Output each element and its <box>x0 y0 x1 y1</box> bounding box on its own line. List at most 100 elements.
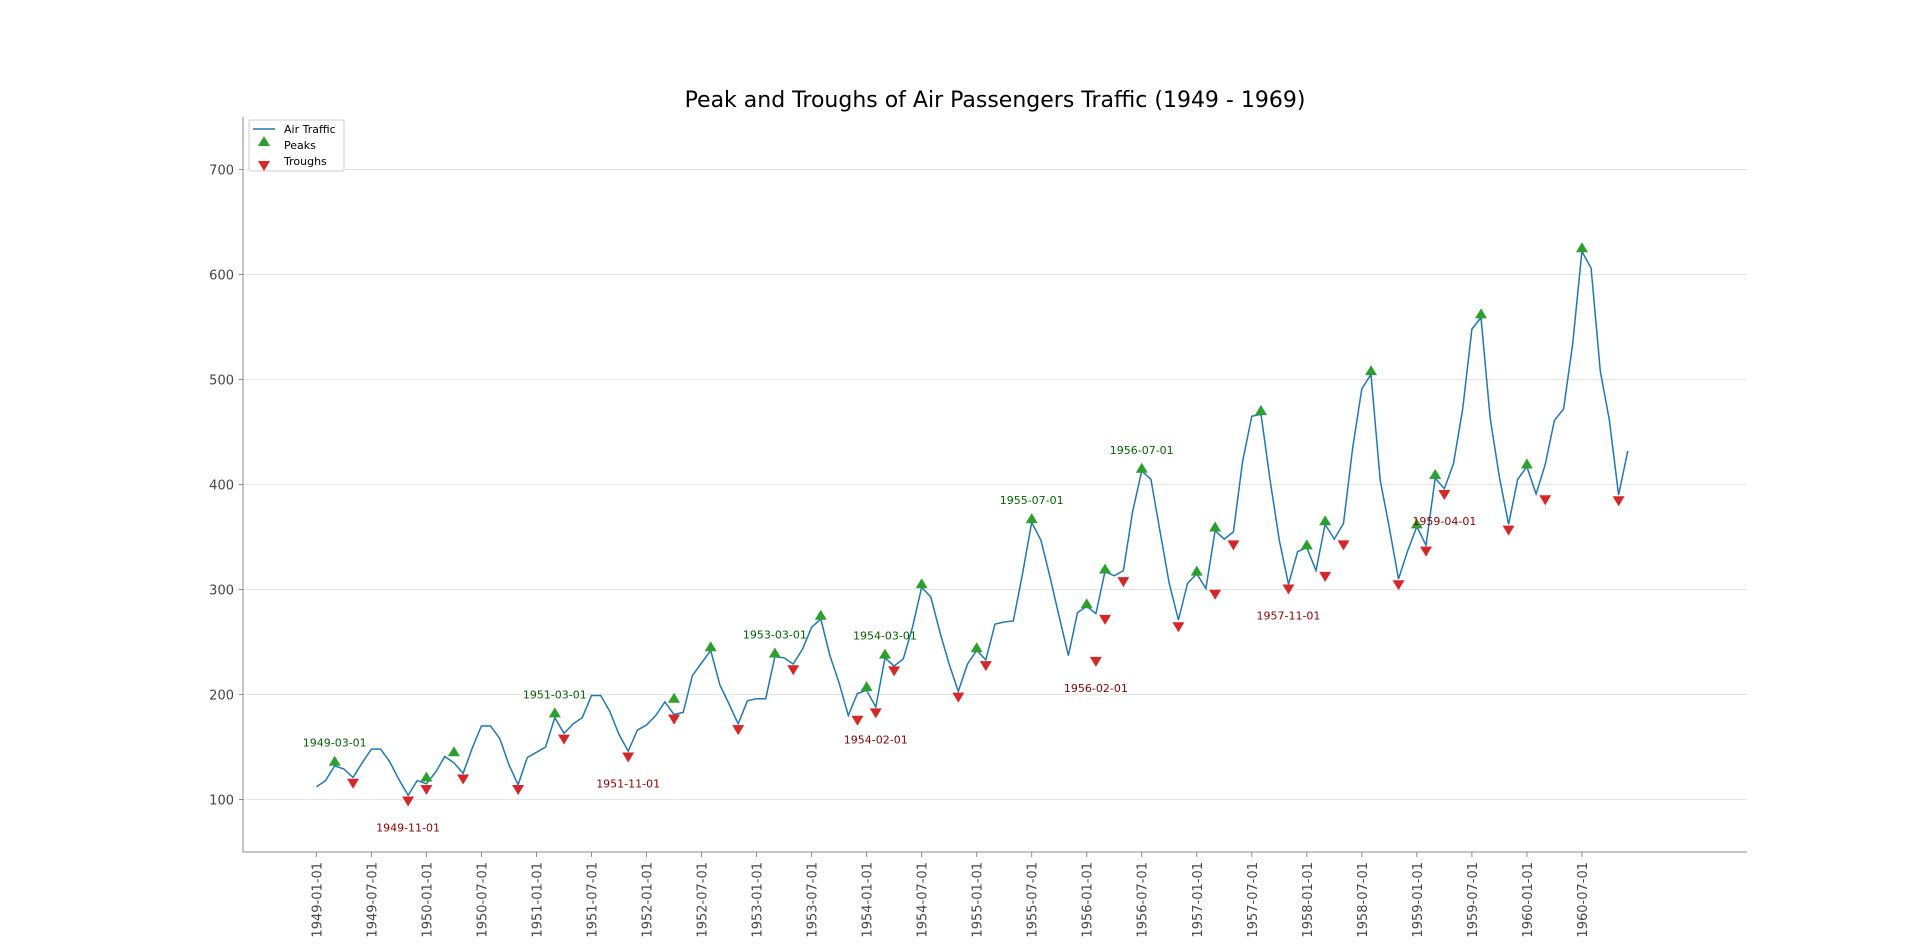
peak-marker <box>1365 365 1377 376</box>
y-ticks: 100 200 300 400 500 600 700 <box>209 164 243 809</box>
trough-annotation: 1959-04-01 <box>1412 515 1476 528</box>
peak-marker <box>328 755 341 766</box>
trough-marker <box>1392 580 1405 591</box>
series-layer <box>315 248 1629 797</box>
x-tick-label: 1957-01-01 <box>1191 862 1206 938</box>
peak-annotation: 1951-03-01 <box>523 688 587 701</box>
x-tick-label: 1959-07-01 <box>1466 862 1481 938</box>
peak-annotation: 1955-07-01 <box>1000 494 1064 507</box>
legend-label-peaks: Peaks <box>284 139 316 152</box>
peak-marker <box>1025 513 1038 524</box>
peak-marker <box>1135 462 1148 473</box>
trough-marker <box>1337 540 1350 551</box>
trough-marker <box>457 774 470 785</box>
peak-marker <box>814 609 827 620</box>
y-tick-label: 500 <box>209 374 234 389</box>
legend: Air Traffic Peaks Troughs <box>248 119 345 172</box>
trough-marker <box>622 752 635 763</box>
legend-trough-marker <box>258 161 270 171</box>
trough-marker <box>402 796 415 807</box>
x-tick-label: 1959-01-01 <box>1411 862 1426 938</box>
trough-marker <box>420 785 433 795</box>
x-tick-label: 1960-07-01 <box>1576 862 1591 938</box>
y-tick-label: 600 <box>209 269 234 284</box>
peak-annotation: 1954-03-01 <box>853 630 917 643</box>
annotations-layer: 1949-03-01 1951-03-01 1953-03-01 1954-03-01… <box>303 444 1477 835</box>
y-tick-label: 700 <box>209 164 234 179</box>
peak-marker <box>1300 539 1313 550</box>
trough-annotation: 1956-02-01 <box>1064 682 1128 695</box>
y-tick-label: 300 <box>209 584 234 599</box>
x-tick-label: 1949-01-01 <box>310 862 325 938</box>
x-tick-label: 1951-07-01 <box>585 862 600 938</box>
x-tick-label: 1956-01-01 <box>1081 862 1096 938</box>
trough-marker <box>1089 656 1102 667</box>
x-ticks: 1949-01-01 1949-07-01 1950-01-01 1950-07-01… <box>310 852 1591 938</box>
x-tick-label: 1956-07-01 <box>1136 862 1151 938</box>
peak-marker <box>1190 565 1203 576</box>
trough-marker <box>979 661 992 672</box>
trough-marker <box>347 778 360 789</box>
trough-marker <box>1209 589 1222 600</box>
peak-marker <box>548 707 561 718</box>
trough-marker <box>1539 495 1552 506</box>
x-tick-label: 1953-01-01 <box>751 862 766 938</box>
y-tick-label: 100 <box>209 794 234 809</box>
legend-label-air-traffic: Air Traffic <box>284 123 336 136</box>
trough-marker <box>1502 525 1515 536</box>
peak-marker <box>1080 598 1093 609</box>
x-tick-label: 1950-01-01 <box>420 862 435 938</box>
x-tick-label: 1952-01-01 <box>641 862 656 938</box>
trough-annotation: 1954-02-01 <box>844 733 908 746</box>
x-tick-label: 1952-07-01 <box>696 862 711 938</box>
peak-marker <box>1209 521 1222 532</box>
peak-marker <box>1520 458 1533 469</box>
legend-box <box>248 119 345 172</box>
trough-marker <box>512 785 525 795</box>
x-tick-label: 1953-07-01 <box>806 862 821 938</box>
y-tick-label: 400 <box>209 479 234 494</box>
x-tick-label: 1958-01-01 <box>1301 862 1316 938</box>
trough-marker <box>851 715 864 726</box>
trough-marker <box>1438 489 1451 500</box>
trough-marker <box>869 708 882 719</box>
peak-marker <box>860 681 873 692</box>
peak-marker <box>1410 518 1423 529</box>
trough-annotation: 1957-11-01 <box>1256 609 1320 622</box>
peak-marker <box>1099 563 1112 574</box>
trough-marker <box>1117 577 1130 588</box>
chart-title: Peak and Troughs of Air Passengers Traff… <box>685 88 1306 113</box>
peak-marker <box>447 746 460 757</box>
peak-marker <box>768 647 781 658</box>
trough-marker <box>1319 571 1332 582</box>
trough-marker <box>1612 496 1625 507</box>
x-tick-label: 1950-07-01 <box>475 862 490 938</box>
y-tick-label: 200 <box>209 689 234 704</box>
x-tick-label: 1960-01-01 <box>1521 862 1536 938</box>
peak-marker <box>915 578 928 589</box>
peak-marker <box>704 641 717 652</box>
trough-marker <box>1172 622 1185 633</box>
x-tick-label: 1949-07-01 <box>365 862 380 938</box>
gridlines <box>243 169 1747 800</box>
peak-marker <box>1429 469 1442 480</box>
x-tick-label: 1955-07-01 <box>1026 862 1041 938</box>
trough-marker <box>557 734 570 745</box>
trough-annotation: 1949-11-01 <box>376 822 440 835</box>
trough-marker <box>732 725 745 736</box>
trough-marker <box>1099 614 1112 625</box>
x-tick-label: 1954-01-01 <box>861 862 876 938</box>
legend-peak-marker <box>258 136 270 146</box>
x-tick-label: 1958-07-01 <box>1356 862 1371 938</box>
peak-annotation: 1949-03-01 <box>303 737 367 750</box>
x-tick-label: 1957-07-01 <box>1246 862 1261 938</box>
peak-marker <box>1575 242 1588 253</box>
x-tick-label: 1955-01-01 <box>971 862 986 938</box>
peak-annotation: 1956-07-01 <box>1110 444 1174 457</box>
peak-marker <box>878 648 891 659</box>
trough-marker <box>888 666 901 677</box>
trough-annotation: 1951-11-01 <box>596 777 660 790</box>
trough-marker <box>1227 540 1240 551</box>
peak-marker <box>1319 515 1332 526</box>
